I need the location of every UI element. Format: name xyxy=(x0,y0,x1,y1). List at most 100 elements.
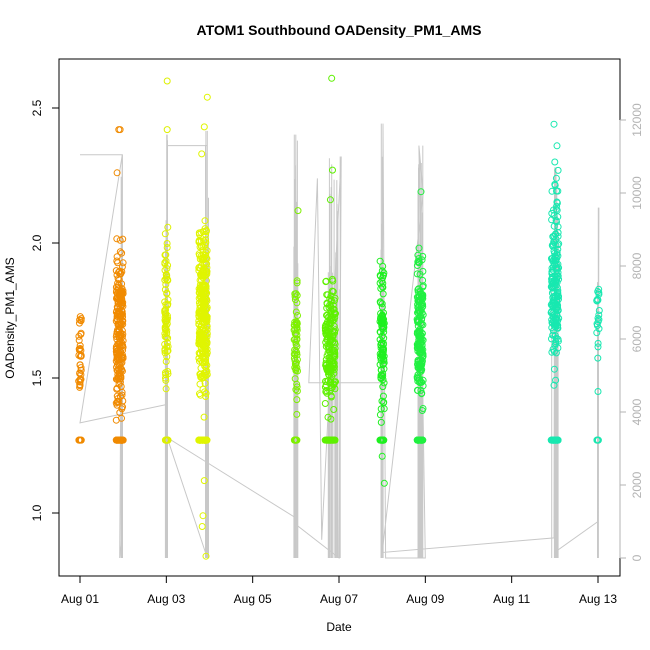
data-point xyxy=(595,311,603,319)
data-point xyxy=(551,341,559,349)
data-point xyxy=(198,523,206,530)
x-axis-label: Date xyxy=(326,620,352,634)
data-point xyxy=(293,299,301,307)
data-point xyxy=(380,352,388,360)
data-point xyxy=(548,283,556,290)
data-point xyxy=(322,278,330,286)
data-point xyxy=(419,252,427,260)
data-point xyxy=(323,304,331,312)
data-point xyxy=(75,436,83,444)
data-point xyxy=(161,330,169,338)
data-point xyxy=(115,268,123,276)
data-point xyxy=(376,336,384,344)
data-point xyxy=(195,336,203,344)
data-point xyxy=(202,372,210,379)
data-point xyxy=(553,202,561,210)
data-point xyxy=(115,380,123,388)
data-point xyxy=(293,396,301,404)
data-point xyxy=(551,158,559,166)
data-point xyxy=(199,286,207,294)
y2-tick-label: 2000 xyxy=(630,471,644,498)
data-point xyxy=(379,392,387,400)
data-point xyxy=(76,319,83,327)
data-point xyxy=(413,270,421,278)
data-point xyxy=(198,150,206,158)
data-point xyxy=(550,212,558,219)
data-point xyxy=(418,342,426,350)
data-point xyxy=(416,287,424,295)
data-point xyxy=(552,349,560,357)
data-point xyxy=(326,362,334,370)
data-point xyxy=(379,320,387,328)
chart-title: ATOM1 Southbound OADensity_PM1_AMS xyxy=(197,22,482,38)
data-point xyxy=(77,366,85,374)
data-point xyxy=(327,302,335,310)
data-point xyxy=(161,313,169,321)
data-point xyxy=(114,283,122,291)
data-point xyxy=(114,373,122,381)
data-point xyxy=(418,360,426,368)
data-point xyxy=(197,372,205,380)
data-point xyxy=(330,406,338,413)
data-point xyxy=(116,126,124,134)
data-point xyxy=(115,321,123,329)
data-point xyxy=(330,361,338,369)
data-point xyxy=(323,312,331,320)
data-point xyxy=(77,315,85,323)
data-point xyxy=(553,218,560,226)
data-point xyxy=(161,345,169,353)
data-point xyxy=(548,269,556,276)
data-point xyxy=(324,413,332,421)
data-point xyxy=(162,310,170,318)
data-point xyxy=(292,308,300,316)
data-point xyxy=(554,306,562,314)
data-point xyxy=(554,229,562,237)
data-point xyxy=(326,295,334,303)
data-point xyxy=(161,286,169,294)
data-point xyxy=(196,332,203,340)
data-point xyxy=(199,246,207,254)
x-tick-label: Aug 11 xyxy=(493,592,530,606)
data-point xyxy=(113,384,121,392)
data-point xyxy=(551,249,559,257)
data-point xyxy=(202,389,210,397)
data-point xyxy=(378,303,386,311)
data-point xyxy=(77,371,85,379)
data-point xyxy=(552,318,560,326)
data-point xyxy=(417,386,425,394)
data-point xyxy=(377,310,385,317)
data-point xyxy=(418,407,426,414)
data-point xyxy=(198,372,206,379)
data-point xyxy=(200,237,208,245)
data-point xyxy=(552,376,560,384)
data-point xyxy=(164,300,172,308)
data-point xyxy=(114,300,122,308)
data-point xyxy=(200,123,208,131)
data-point xyxy=(197,310,205,318)
data-point xyxy=(322,388,330,396)
data-point xyxy=(323,300,331,308)
data-point xyxy=(554,213,562,221)
data-point xyxy=(415,259,423,266)
data-point xyxy=(327,392,335,400)
data-point xyxy=(377,418,385,426)
data-point xyxy=(203,93,211,101)
data-point xyxy=(419,282,427,290)
data-point xyxy=(163,271,171,279)
data-point xyxy=(118,249,126,257)
data-point xyxy=(378,267,386,275)
data-point xyxy=(117,383,125,390)
data-point xyxy=(380,405,388,413)
data-point xyxy=(118,436,126,444)
data-point xyxy=(419,276,427,284)
x-tick-label: Aug 13 xyxy=(579,592,617,606)
data-point xyxy=(203,295,211,303)
y2-axis: 0 2000 4000 6000 8000 10000 12000 xyxy=(619,103,644,561)
data-point xyxy=(378,283,386,291)
data-point xyxy=(378,332,386,340)
data-point xyxy=(555,295,562,303)
data-point xyxy=(379,383,387,391)
data-point xyxy=(378,452,386,460)
data-point xyxy=(117,329,125,337)
data-point xyxy=(112,333,120,340)
